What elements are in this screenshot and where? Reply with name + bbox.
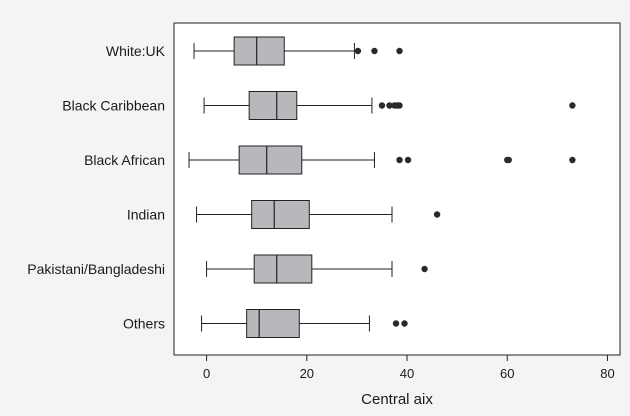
outlier-point [378,102,386,109]
plot-area [173,22,621,356]
category-label: Pakistani/Bangladeshi [27,261,165,277]
x-tick-label: 0 [203,366,210,381]
category-label: White:UK [106,43,166,59]
box-iqr [233,36,285,66]
box-iqr [238,145,303,175]
outlier-point [386,102,393,109]
outlier-point [433,211,441,218]
outlier-point [404,156,412,164]
category-label: Indian [127,207,165,223]
outlier-point [354,47,362,55]
outlier-point [396,47,403,55]
box-black-african [188,145,576,175]
outlier-point [401,320,408,327]
category-label: Black Caribbean [62,98,165,114]
x-axis-ticks: 0 20 40 60 80 [203,355,615,381]
outlier-point [396,102,403,109]
box-iqr [251,200,310,229]
outlier-point [371,47,378,55]
category-label: Others [123,316,165,332]
outlier-point [396,156,403,164]
category-labels: White:UK Black Caribbean Black African Indi… [27,43,165,332]
box-iqr [248,91,298,120]
box-white-uk [193,36,403,66]
x-axis-label: Central aix [361,391,433,408]
box-pakistani-bangladeshi [206,254,428,284]
outlier-point [505,156,512,164]
x-tick-label: 80 [600,366,614,381]
outlier-point [421,265,428,273]
box-iqr [246,309,300,338]
box-others [201,309,408,338]
category-label: Black African [84,152,165,168]
box-black-caribbean [203,91,576,120]
x-tick-label: 60 [500,366,514,381]
box-indian [196,200,441,229]
box-iqr [253,254,313,284]
x-tick-label: 20 [300,366,314,381]
outlier-point [392,320,400,327]
outlier-point [569,102,576,109]
boxes-group [188,36,576,338]
x-tick-label: 40 [400,366,414,381]
outlier-point [569,156,576,164]
